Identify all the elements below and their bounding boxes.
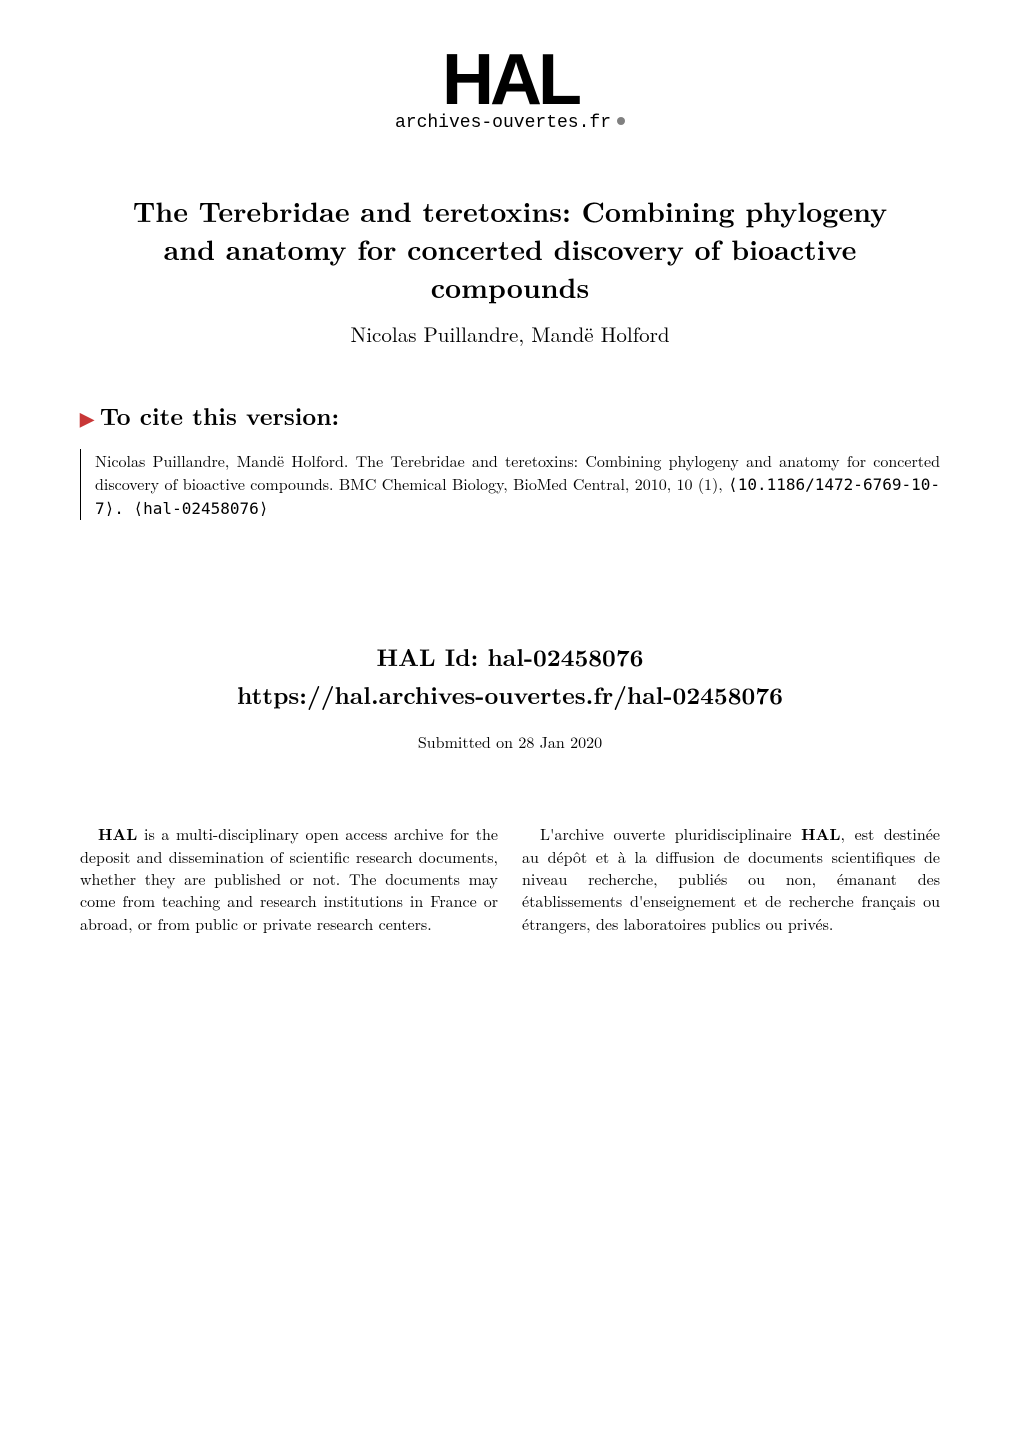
submitted-date: Submitted on 28 Jan 2020 bbox=[80, 730, 940, 753]
cite-marker-icon: ▶ bbox=[80, 406, 94, 431]
hal-logo-subtitle: archives-ouvertes.fr bbox=[395, 113, 625, 133]
hal-logo-text: HAL bbox=[395, 50, 625, 111]
cite-heading: ▶To cite this version: bbox=[80, 399, 940, 433]
hal-id-label: HAL Id: hal-02458076 bbox=[80, 640, 940, 674]
cite-body: Nicolas Puillandre, Mandë Holford. The T… bbox=[80, 449, 940, 521]
hal-id-section: HAL Id: hal-02458076 https://hal.archive… bbox=[80, 640, 940, 712]
description-right-prefix: L'archive ouverte pluridisciplinaire bbox=[540, 822, 801, 845]
paper-title-line1: The Terebridae and teretoxins: Combining… bbox=[133, 191, 887, 231]
cite-heading-text: To cite this version: bbox=[100, 399, 339, 433]
hal-logo-block: HAL archives-ouvertes.fr bbox=[80, 50, 940, 133]
title-section: The Terebridae and teretoxins: Combining… bbox=[80, 193, 940, 348]
hal-url[interactable]: https://hal.archives-ouvertes.fr/hal-024… bbox=[80, 678, 940, 712]
hal-logo: HAL archives-ouvertes.fr bbox=[395, 50, 625, 133]
paper-title-line3: compounds bbox=[431, 267, 590, 307]
description-left: HAL is a multi-disciplinary open access … bbox=[80, 823, 498, 935]
description-left-bold: HAL bbox=[98, 822, 137, 845]
paper-authors: Nicolas Puillandre, Mandë Holford bbox=[80, 319, 940, 349]
cite-section: ▶To cite this version: Nicolas Puillandr… bbox=[80, 399, 940, 521]
paper-title: The Terebridae and teretoxins: Combining… bbox=[80, 193, 940, 306]
cite-hal-inline: . ⟨hal-02458076⟩ bbox=[114, 499, 268, 518]
paper-title-line2: and anatomy for concerted discovery of b… bbox=[164, 229, 857, 269]
description-columns: HAL is a multi-disciplinary open access … bbox=[80, 823, 940, 935]
description-left-text: is a multi-disciplinary open access arch… bbox=[80, 822, 498, 935]
description-right-bold: HAL bbox=[801, 822, 840, 845]
description-right: L'archive ouverte pluridisciplinaire HAL… bbox=[522, 823, 940, 935]
